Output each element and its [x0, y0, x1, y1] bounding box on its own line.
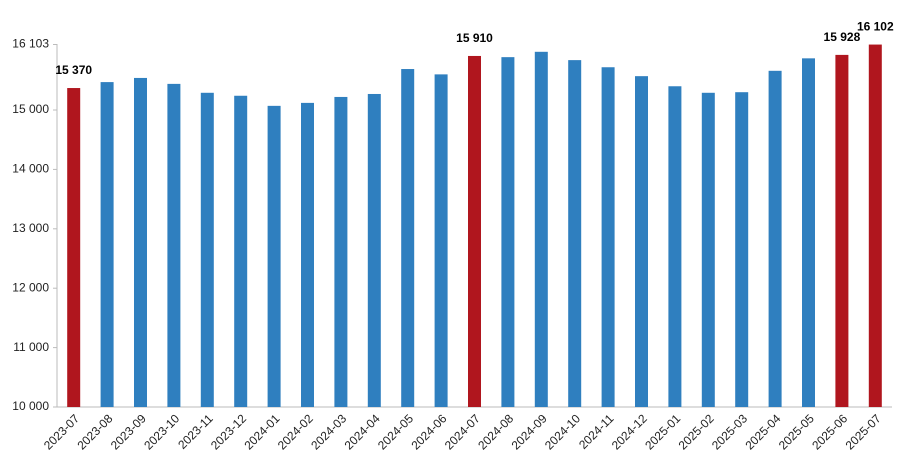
bar: [802, 58, 815, 407]
y-tick-label: 14 000: [12, 162, 49, 176]
x-tick-label: 2023-08: [74, 411, 115, 452]
y-tick-label: 16 103: [12, 37, 49, 51]
bar: [668, 86, 682, 407]
y-tick-label: 11 000: [13, 340, 49, 354]
value-label: 15 370: [55, 63, 92, 77]
bar: [701, 92, 715, 408]
bar: [434, 74, 448, 407]
x-tick-label: 2023-09: [108, 411, 149, 452]
value-label: 15 910: [456, 31, 493, 45]
x-tick-label: 2024-05: [375, 411, 416, 452]
x-tick-label: 2025-05: [776, 411, 817, 452]
bar: [835, 54, 849, 408]
bar: [367, 93, 381, 407]
x-tick-label: 2025-03: [709, 411, 750, 452]
x-tick-label: 2025-02: [676, 411, 717, 452]
x-tick-label: 2023-07: [41, 411, 82, 452]
x-tick-label: 2023-10: [141, 411, 182, 452]
bar: [167, 83, 181, 408]
bar: [534, 51, 548, 407]
bar: [735, 92, 749, 408]
x-tick-label: 2025-06: [809, 411, 850, 452]
x-tick-label: 2024-09: [509, 411, 550, 452]
bar: [768, 70, 782, 408]
bar: [635, 76, 648, 408]
x-tick-label: 2024-03: [308, 411, 349, 452]
bar: [100, 82, 114, 407]
x-tick-label: 2023-12: [208, 411, 249, 452]
y-tick-label: 15 000: [12, 102, 49, 116]
x-tick-label: 2024-08: [475, 411, 516, 452]
x-tick-label: 2024-06: [408, 411, 449, 452]
x-tick-label: 2024-12: [609, 411, 650, 452]
x-tick-label: 2024-11: [576, 411, 617, 452]
bar: [200, 92, 214, 408]
x-tick-label: 2025-07: [843, 411, 884, 452]
bar: [301, 102, 314, 407]
bar: [234, 95, 248, 407]
x-tick-label: 2024-10: [542, 411, 583, 452]
y-tick-label: 13 000: [12, 221, 49, 235]
bar: [868, 44, 882, 408]
bar: [401, 69, 415, 407]
x-tick-label: 2024-01: [241, 411, 282, 452]
bar: [568, 60, 582, 408]
bar: [601, 67, 615, 408]
x-tick-label: 2024-04: [342, 411, 383, 452]
x-tick-label: 2024-02: [275, 411, 316, 452]
value-label: 15 928: [824, 30, 861, 44]
x-tick-label: 2024-07: [442, 411, 483, 452]
value-label: 16 102: [857, 20, 894, 34]
bar: [67, 88, 81, 407]
x-tick-label: 2025-01: [642, 411, 683, 452]
bar: [267, 105, 281, 407]
x-tick-label: 2025-04: [742, 411, 783, 452]
bar: [501, 57, 515, 408]
y-tick-label: 12 000: [12, 280, 49, 294]
y-tick-label: 10 000: [12, 399, 49, 413]
bar: [334, 96, 348, 407]
bar: [134, 77, 147, 407]
bar: [468, 55, 481, 407]
